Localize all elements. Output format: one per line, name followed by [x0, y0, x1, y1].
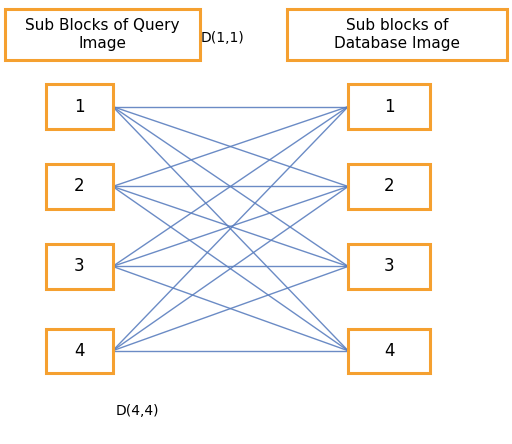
Text: D(1,1): D(1,1) — [201, 31, 245, 45]
FancyBboxPatch shape — [287, 9, 507, 60]
Text: 1: 1 — [384, 98, 394, 115]
Text: Sub blocks of
Database Image: Sub blocks of Database Image — [334, 18, 460, 51]
FancyBboxPatch shape — [348, 84, 430, 129]
Text: 3: 3 — [384, 258, 394, 275]
Text: 2: 2 — [384, 178, 394, 195]
Text: 1: 1 — [74, 98, 84, 115]
FancyBboxPatch shape — [348, 329, 430, 373]
FancyBboxPatch shape — [46, 164, 113, 209]
FancyBboxPatch shape — [46, 84, 113, 129]
Text: 4: 4 — [74, 342, 84, 360]
Text: 3: 3 — [74, 258, 84, 275]
Text: 4: 4 — [384, 342, 394, 360]
Text: Sub Blocks of Query
Image: Sub Blocks of Query Image — [25, 18, 180, 51]
FancyBboxPatch shape — [348, 164, 430, 209]
FancyBboxPatch shape — [5, 9, 200, 60]
Text: D(4,4): D(4,4) — [115, 404, 159, 418]
FancyBboxPatch shape — [46, 329, 113, 373]
FancyBboxPatch shape — [348, 244, 430, 289]
FancyBboxPatch shape — [46, 244, 113, 289]
Text: 2: 2 — [74, 178, 84, 195]
